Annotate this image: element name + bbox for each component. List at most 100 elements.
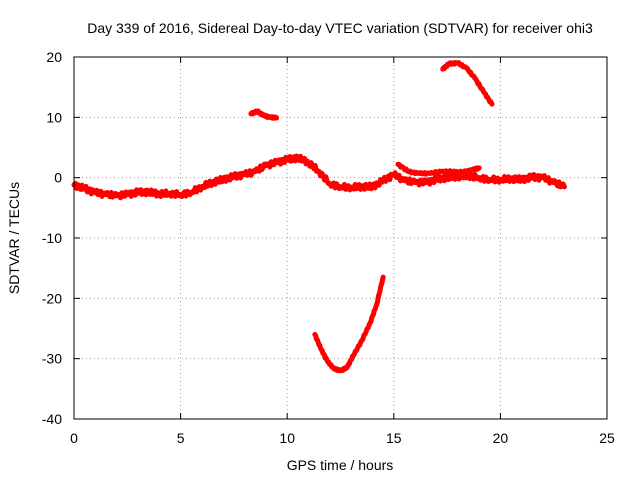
data-point (252, 169, 258, 175)
data-point (412, 179, 418, 185)
data-point (519, 176, 525, 182)
data-point (359, 184, 365, 190)
data-point (146, 189, 152, 195)
data-point (231, 173, 237, 179)
data-point (248, 111, 254, 117)
data-point (103, 192, 109, 198)
data-point (167, 190, 173, 196)
x-tick-label: 20 (493, 430, 509, 446)
data-point (540, 175, 546, 181)
data-point (448, 169, 454, 175)
data-point (318, 347, 324, 353)
data-point (551, 179, 557, 185)
data-point (463, 65, 469, 71)
y-tick-label: -20 (42, 290, 62, 306)
x-tick-label: 0 (70, 430, 78, 446)
y-tick-label: 20 (46, 49, 62, 65)
data-point (178, 192, 184, 198)
data-point (350, 353, 356, 359)
data-point (470, 167, 476, 173)
data-point (284, 157, 290, 163)
data-point (480, 88, 486, 94)
tick-labels: 0 5 10 15 20 25 -40 -30 -20 -10 0 10 20 (42, 49, 615, 446)
y-tick-label: 0 (54, 170, 62, 186)
data-point (529, 174, 535, 180)
data-point (312, 332, 318, 338)
data-point (455, 60, 461, 66)
data-point (274, 160, 280, 166)
y-tick-label: -30 (42, 351, 62, 367)
data-point (338, 368, 343, 374)
data-point (416, 170, 422, 176)
data-point (316, 169, 322, 175)
data-point (92, 190, 98, 196)
data-point (261, 113, 267, 119)
data-point (199, 184, 205, 190)
x-axis-label: GPS time / hours (287, 457, 394, 473)
data-point (220, 176, 226, 182)
data-point (369, 184, 375, 190)
data-point (444, 175, 450, 181)
data-point (497, 176, 503, 182)
y-tick-label: -10 (42, 230, 62, 246)
data-point (274, 115, 280, 121)
data-point (295, 155, 301, 161)
data-point (82, 186, 88, 192)
x-tick-label: 5 (177, 430, 185, 446)
data-point (331, 366, 337, 372)
data-point (367, 319, 373, 325)
grid (74, 57, 607, 419)
data-point (472, 75, 478, 81)
series-line-dip-trace (312, 274, 386, 374)
data-point (374, 301, 380, 307)
y-tick-label: 10 (46, 109, 62, 125)
data-point (406, 169, 412, 175)
data-point (476, 175, 482, 181)
data-point (242, 172, 248, 178)
data-point (344, 365, 350, 371)
data-point (114, 193, 120, 199)
data-point (380, 274, 386, 280)
x-tick-label: 25 (599, 430, 615, 446)
data-point (391, 172, 397, 178)
data-point (210, 179, 216, 185)
data-point (446, 61, 452, 67)
data-point (306, 160, 312, 166)
x-tick-label: 10 (279, 430, 295, 446)
data-point (395, 161, 401, 167)
data-point (135, 189, 141, 195)
data-point (156, 191, 162, 197)
data-point (325, 359, 331, 365)
data-point (338, 184, 343, 190)
data-point (254, 108, 260, 114)
data-point (487, 176, 493, 182)
chart-title: Day 339 of 2016, Sidereal Day-to-day VTE… (87, 20, 593, 36)
data-point (401, 178, 407, 184)
ticks (73, 56, 608, 420)
data-point (348, 184, 354, 190)
data-point (359, 338, 365, 344)
data-point (267, 114, 273, 120)
data-point (433, 176, 439, 182)
data-point (459, 169, 465, 175)
x-tick-label: 15 (386, 430, 402, 446)
plot-frame (73, 56, 608, 420)
data-point (188, 189, 194, 195)
series-layer (71, 60, 567, 374)
data-point (440, 66, 446, 72)
y-tick-label: -40 (42, 411, 62, 427)
data-point (489, 101, 495, 107)
data-point (438, 169, 444, 175)
data-point (124, 192, 130, 198)
data-point (465, 173, 471, 179)
data-point (476, 165, 482, 171)
data-point (561, 184, 567, 190)
data-point (380, 178, 386, 184)
data-point (423, 179, 429, 185)
data-point (508, 176, 514, 182)
data-point (263, 163, 269, 169)
data-point (327, 181, 333, 187)
y-axis-label: SDTVAR / TECUs (6, 182, 22, 294)
data-point (427, 170, 433, 176)
